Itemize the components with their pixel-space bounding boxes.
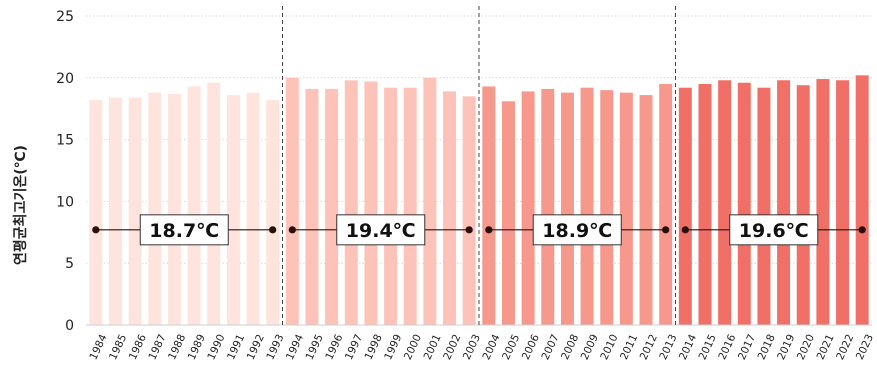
y-tick-label: 0 <box>65 318 74 334</box>
bar <box>266 100 280 325</box>
period-start-marker <box>485 226 493 234</box>
bars <box>89 75 869 326</box>
bar <box>305 88 319 325</box>
bar <box>796 85 810 325</box>
bar <box>285 77 299 325</box>
bar <box>816 79 830 325</box>
bar <box>246 92 260 325</box>
period-mean-group: 18.7℃ <box>92 214 277 246</box>
bar <box>108 97 122 326</box>
period-mean-label: 18.7℃ <box>149 220 219 242</box>
bar <box>344 80 358 325</box>
bar <box>777 80 791 325</box>
y-tick-label: 5 <box>65 256 74 272</box>
period-end-marker <box>858 226 866 234</box>
y-tick-label: 15 <box>56 133 74 149</box>
bar <box>501 101 515 325</box>
period-mean-label-box <box>139 214 229 246</box>
bar <box>580 87 594 325</box>
period-start-marker <box>92 226 100 234</box>
period-mean-label: 19.4℃ <box>346 220 416 242</box>
bar <box>757 87 771 325</box>
period-mean-label: 19.6℃ <box>739 220 809 242</box>
bar <box>462 96 476 325</box>
period-end-marker <box>662 226 670 234</box>
x-tick-label: 2023 <box>854 333 876 362</box>
bar <box>541 88 555 325</box>
period-mean-label-box <box>532 214 622 246</box>
bar <box>619 92 633 325</box>
bar <box>403 87 417 325</box>
bar <box>718 80 732 325</box>
period-mean-label-box <box>336 214 426 246</box>
bar <box>600 90 614 325</box>
bar <box>639 95 653 325</box>
bar <box>226 95 240 325</box>
period-dividers <box>282 6 676 325</box>
bar <box>148 92 162 325</box>
bar <box>364 81 378 326</box>
bar <box>207 82 221 325</box>
bar <box>128 97 142 326</box>
bar <box>855 75 869 325</box>
bar <box>325 88 339 325</box>
bar <box>167 93 181 325</box>
bar <box>521 91 535 326</box>
bar <box>187 86 201 326</box>
bar <box>836 80 850 325</box>
period-mean-label-box <box>729 214 819 246</box>
period-start-marker <box>288 226 296 234</box>
bar <box>659 83 673 325</box>
y-axis-ticks: 0 5 10 15 20 25 <box>56 9 74 334</box>
period-mean-group: 19.6℃ <box>681 214 866 246</box>
bar <box>423 77 437 325</box>
period-mean-group: 19.4℃ <box>288 214 473 246</box>
bar <box>560 92 574 325</box>
period-end-marker <box>465 226 473 234</box>
period-means: 18.7℃ 19.4℃ 18.9℃ 19.6℃ <box>92 214 866 246</box>
bar <box>698 83 712 325</box>
y-tick-label: 20 <box>56 71 74 87</box>
period-end-marker <box>269 226 277 234</box>
y-tick-label: 25 <box>56 9 74 25</box>
bar <box>737 82 751 325</box>
period-mean-label: 18.9℃ <box>542 220 612 242</box>
bar <box>384 87 398 325</box>
bar <box>443 91 457 326</box>
y-tick-label: 10 <box>56 194 74 210</box>
bar <box>89 100 103 325</box>
period-start-marker <box>681 226 689 234</box>
bar <box>678 87 692 325</box>
x-axis-labels: 1984198519861987198819891990199119921993… <box>88 332 877 362</box>
bar <box>482 86 496 326</box>
y-axis-title: 연평균최고기온(℃) <box>12 145 29 265</box>
period-mean-group: 18.9℃ <box>485 214 670 246</box>
